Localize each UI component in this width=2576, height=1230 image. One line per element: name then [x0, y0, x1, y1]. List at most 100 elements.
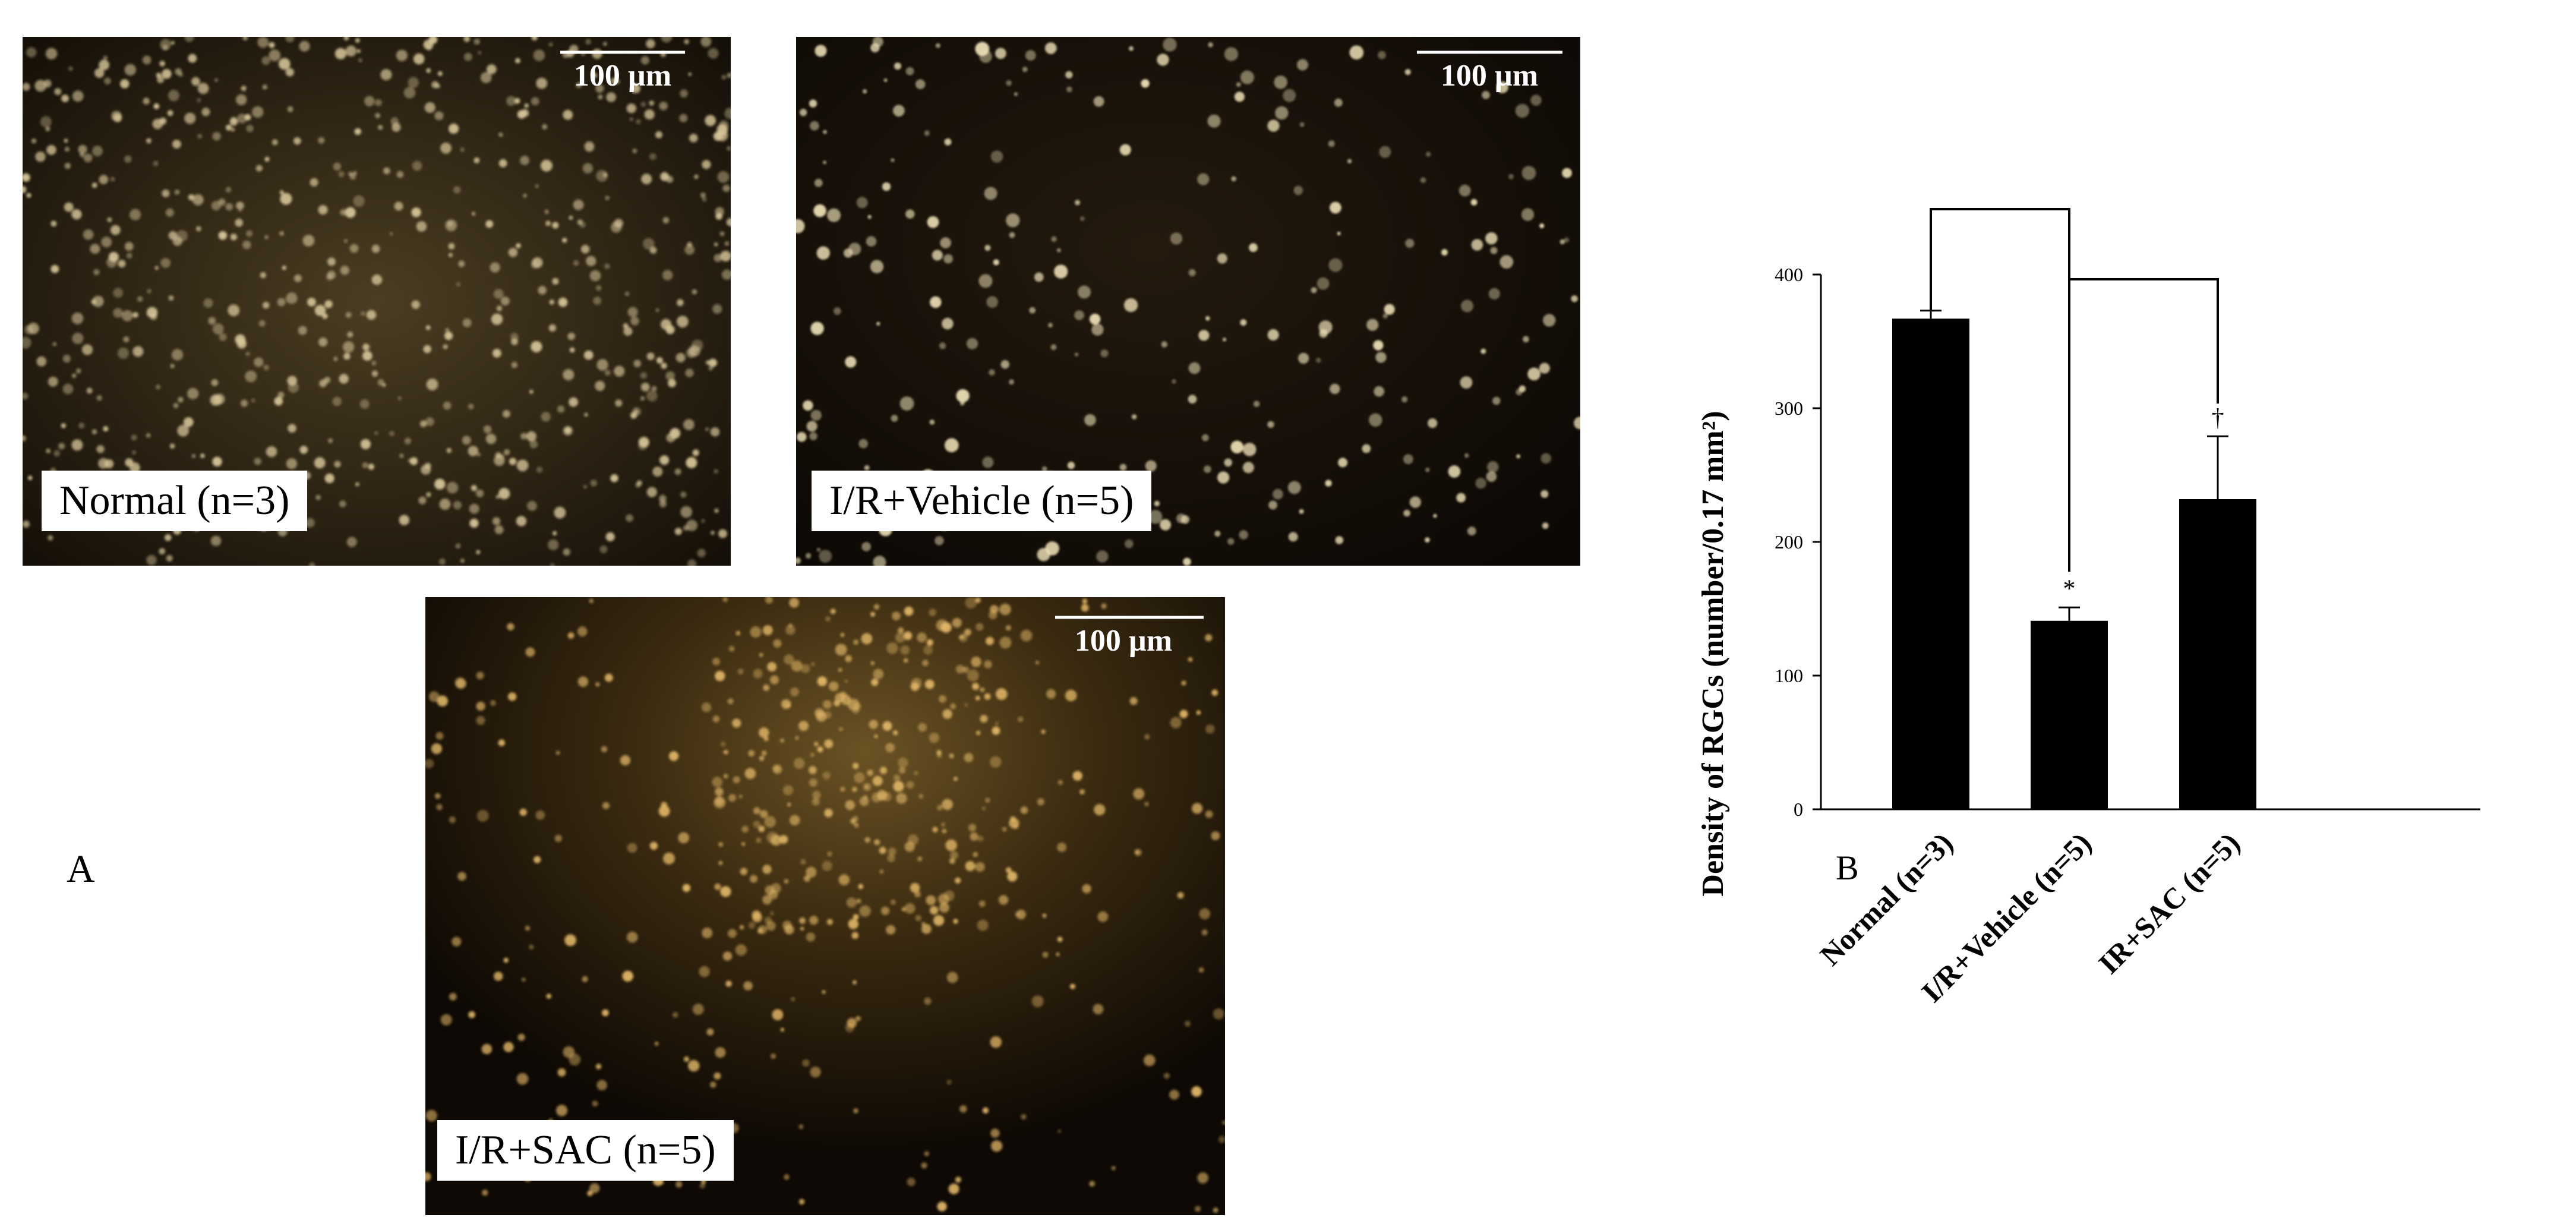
cell-spot: [469, 518, 479, 528]
cell-spot: [858, 884, 864, 890]
cell-spot: [854, 772, 865, 783]
cell-spot: [338, 171, 345, 178]
cell-spot: [1084, 414, 1096, 426]
cell-spot: [531, 341, 542, 352]
cell-spot: [1539, 223, 1545, 229]
y-tick-label: 300: [1775, 398, 1803, 419]
cell-spot: [721, 74, 727, 80]
cell-spot: [1082, 884, 1091, 894]
cell-spot: [277, 392, 285, 399]
cell-spot: [669, 751, 679, 761]
cell-spot: [1196, 710, 1201, 715]
cell-spot: [797, 432, 807, 442]
cell-spot: [104, 77, 111, 85]
cell-spot: [828, 681, 839, 692]
cell-spot: [254, 357, 264, 367]
cell-spot: [725, 980, 732, 987]
cell-spot: [1078, 285, 1091, 299]
cell-spot: [411, 300, 420, 309]
cell-spot: [1021, 1114, 1027, 1120]
cell-spot: [1268, 500, 1278, 510]
bars: *†: [1892, 310, 2256, 809]
cell-spot: [1543, 314, 1556, 327]
cell-spot: [1207, 114, 1221, 128]
cell-spot: [955, 664, 965, 674]
cell-spot: [940, 237, 951, 249]
cell-spot: [476, 671, 484, 680]
cell-spot: [564, 934, 576, 947]
cell-spot: [493, 289, 504, 299]
cell-spot: [810, 409, 822, 421]
cell-spot: [498, 132, 503, 137]
cell-spot: [533, 856, 541, 863]
cell-spot: [990, 1036, 1002, 1048]
cell-spot: [1145, 460, 1157, 472]
cell-spot: [1157, 53, 1169, 66]
cell-spot: [883, 78, 888, 83]
cell-spot: [529, 389, 533, 394]
cell-spot: [615, 79, 620, 84]
cell-spot: [772, 764, 782, 774]
cell-spot: [1485, 232, 1498, 245]
cell-spot: [191, 454, 196, 458]
cell-spot: [490, 262, 500, 273]
cell-spot: [174, 189, 180, 195]
cell-spot: [58, 443, 65, 450]
cell-spot: [339, 374, 349, 384]
cell-spot: [1169, 1089, 1179, 1100]
cell-spot: [675, 352, 686, 362]
cell-spot: [641, 174, 652, 185]
cell-spot: [1041, 729, 1046, 734]
cell-spot: [975, 597, 981, 603]
cell-spot: [585, 39, 591, 45]
cell-spot: [864, 465, 870, 471]
cell-spot: [634, 409, 639, 414]
cell-spot: [735, 630, 741, 636]
cell-spot: [519, 808, 527, 816]
cell-spot: [904, 658, 908, 663]
cell-spot: [315, 494, 321, 500]
cell-spot: [1249, 243, 1258, 253]
cell-spot: [1217, 471, 1230, 484]
cell-spot: [78, 144, 87, 154]
cell-spot: [944, 438, 959, 453]
bar-chart: Density of RGCs (number/0.17 mm²) 0 100 20…: [1696, 208, 2480, 1009]
cell-spot: [1025, 50, 1036, 61]
cell-spot: [195, 226, 201, 232]
cell-spot: [1317, 277, 1330, 290]
cell-spot: [633, 359, 641, 368]
cell-spot: [553, 531, 557, 536]
cell-spot: [885, 743, 895, 752]
cell-spot: [1170, 717, 1182, 728]
cell-spot: [596, 359, 608, 371]
cell-spot: [659, 500, 667, 507]
cell-spot: [340, 209, 347, 216]
cell-spot: [375, 112, 381, 119]
micrograph-normal: 100 µm Normal (n=3): [23, 37, 731, 566]
cell-spot: [939, 902, 949, 913]
cell-spot: [583, 485, 588, 489]
cell-spot: [1188, 395, 1197, 404]
cell-spot: [967, 669, 979, 682]
cell-spot: [826, 919, 834, 925]
cell-spot: [356, 49, 361, 53]
cell-spot: [953, 919, 958, 924]
cell-spot: [627, 307, 638, 317]
cell-spot: [420, 420, 427, 427]
cell-spot: [394, 201, 403, 211]
cell-spot: [277, 298, 286, 307]
cell-spot: [159, 548, 166, 555]
cell-spot: [269, 49, 281, 61]
cell-spot: [945, 839, 957, 851]
cell-spot: [627, 843, 637, 853]
cell-spot: [72, 332, 84, 345]
cell-spot: [853, 1108, 858, 1114]
cell-spot: [700, 192, 706, 198]
cell-spot: [463, 37, 471, 42]
cell-spot: [853, 816, 858, 822]
cell-spot: [1177, 892, 1184, 899]
cell-spot: [924, 130, 930, 136]
cell-spot: [213, 323, 224, 335]
cell-spot: [803, 400, 813, 411]
micrograph-ir-vehicle-label: I/R+Vehicle (n=5): [812, 471, 1152, 531]
